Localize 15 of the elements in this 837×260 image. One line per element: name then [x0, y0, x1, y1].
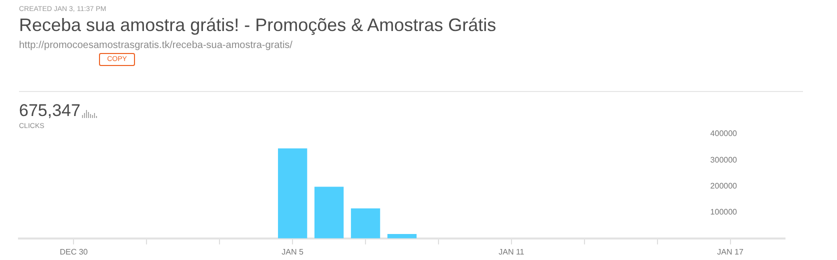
x-tick-label: JAN 17 — [717, 247, 744, 256]
y-tick-label: 400000 — [710, 129, 738, 138]
bar — [387, 234, 417, 238]
y-tick-label: 200000 — [710, 181, 738, 190]
y-tick-label: 300000 — [710, 155, 738, 164]
bar — [350, 208, 380, 238]
y-tick-label: 100000 — [710, 208, 738, 217]
x-tick-label: JAN 5 — [282, 247, 304, 256]
x-tick-label: JAN 11 — [498, 247, 525, 256]
bar — [314, 186, 344, 238]
chart-title: Receba sua amostra grátis! - Promoções & Amostras Grátis — [19, 15, 496, 36]
text: http://promocoesamostrasgratis.tk/receba-sua-amostra-gratis/ — [19, 40, 292, 51]
bar — [278, 148, 308, 238]
x-tick-label: DEC 30 — [60, 247, 88, 256]
text: 675,347 — [19, 101, 80, 121]
